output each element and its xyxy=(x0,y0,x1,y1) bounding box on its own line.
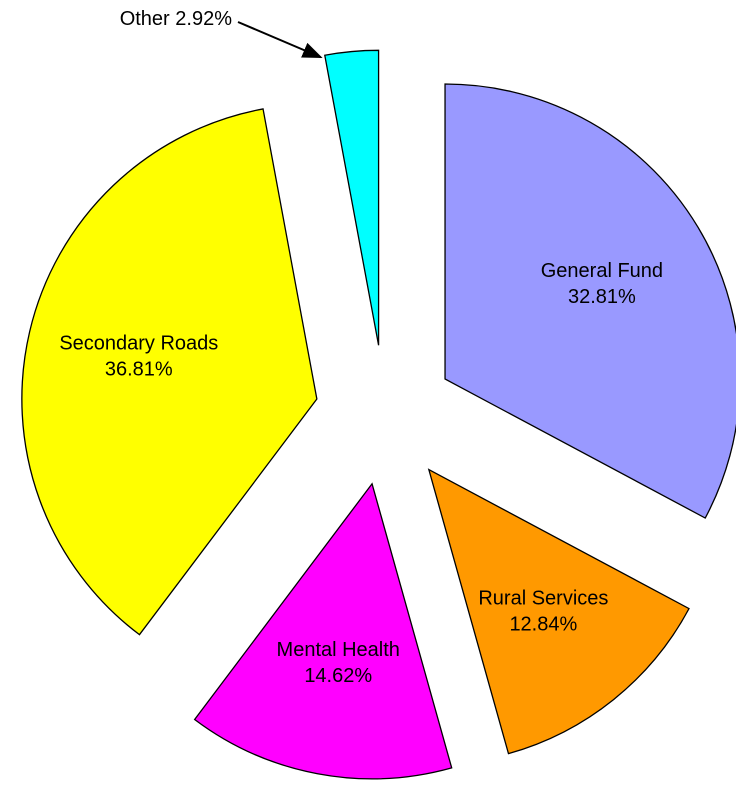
pie-slice xyxy=(21,108,318,636)
slice-value: 36.81% xyxy=(105,358,173,380)
slice-name: General Fund xyxy=(541,260,663,282)
slice-value: 12.84% xyxy=(509,613,577,635)
pie-slice xyxy=(193,482,453,780)
pie-slice xyxy=(427,468,690,755)
slice-label: Other 2.92% xyxy=(120,8,233,30)
label-arrow xyxy=(237,21,323,59)
slice-name: Secondary Roads xyxy=(59,332,218,354)
slice-value: 32.81% xyxy=(568,286,636,308)
slice-name: Other xyxy=(120,8,170,30)
slice-name: Mental Health xyxy=(277,639,400,661)
slice-value: 2.92% xyxy=(175,8,232,30)
slice-name: Rural Services xyxy=(478,587,608,609)
slice-value: 14.62% xyxy=(304,665,372,687)
pie-slice xyxy=(444,83,736,519)
pie-slice xyxy=(324,49,380,346)
